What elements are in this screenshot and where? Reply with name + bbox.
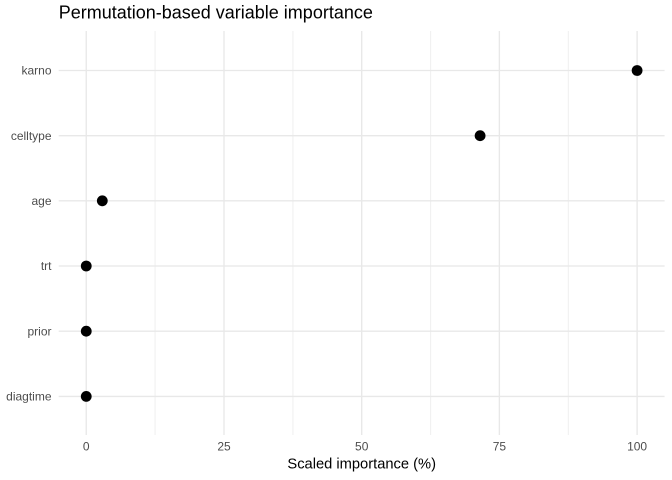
svg-text:25: 25 xyxy=(217,440,231,454)
svg-text:celltype: celltype xyxy=(11,129,52,143)
svg-text:100: 100 xyxy=(627,440,647,454)
svg-text:0: 0 xyxy=(83,440,90,454)
svg-text:Permutation-based variable imp: Permutation-based variable importance xyxy=(59,3,373,23)
svg-text:75: 75 xyxy=(493,440,507,454)
svg-text:Scaled importance (%): Scaled importance (%) xyxy=(287,456,436,472)
svg-text:trt: trt xyxy=(41,259,52,273)
svg-text:prior: prior xyxy=(27,324,51,338)
svg-text:age: age xyxy=(31,194,51,208)
svg-text:diagtime: diagtime xyxy=(6,390,52,404)
svg-text:karno: karno xyxy=(21,64,51,78)
svg-text:50: 50 xyxy=(355,440,369,454)
